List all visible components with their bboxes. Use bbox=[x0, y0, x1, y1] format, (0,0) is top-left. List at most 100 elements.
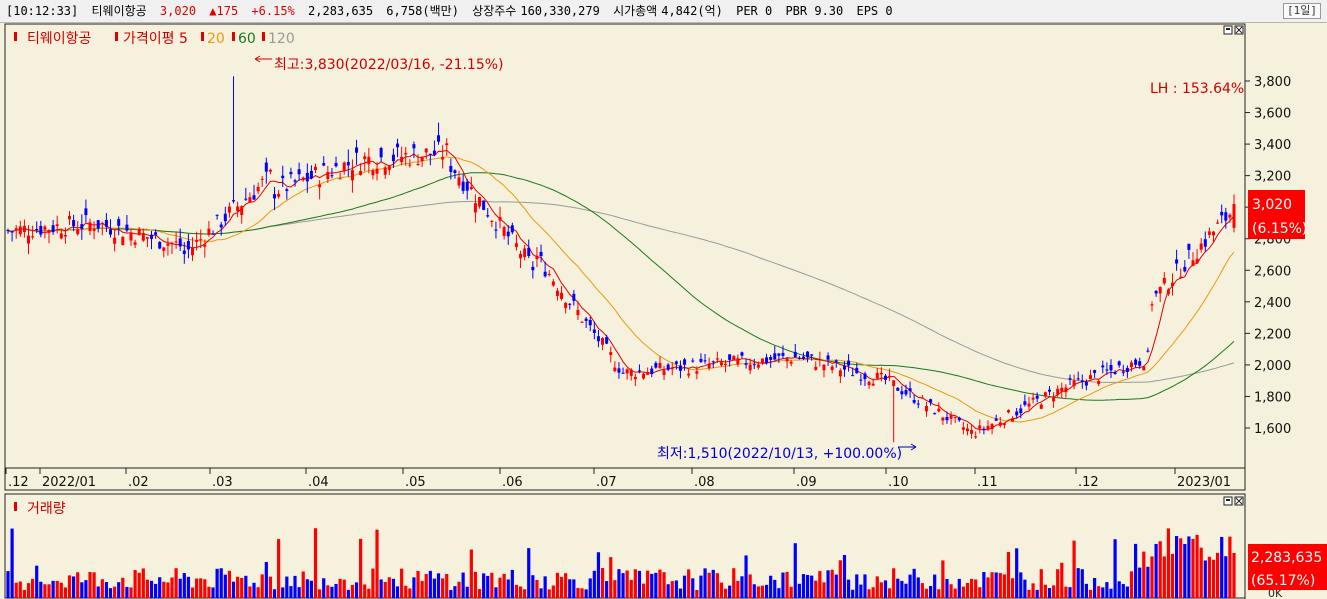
candle-body bbox=[974, 436, 978, 438]
volume-bar bbox=[178, 578, 182, 598]
candle-body bbox=[35, 229, 39, 231]
price-tick-label: 2,000 bbox=[1254, 359, 1291, 374]
candle-body bbox=[1056, 388, 1060, 395]
price-panel-controls[interactable] bbox=[1223, 25, 1244, 35]
candle-body bbox=[1146, 350, 1150, 352]
high-arrow-icon bbox=[254, 55, 272, 63]
volume-bar bbox=[1179, 538, 1183, 598]
candle-body bbox=[678, 365, 682, 371]
volume-bar bbox=[240, 577, 244, 598]
volume-bar bbox=[654, 572, 658, 598]
volume-bar bbox=[395, 586, 400, 598]
current-pct-label: (6.15%) bbox=[1252, 221, 1307, 237]
candle-body bbox=[186, 240, 190, 250]
candle-body bbox=[1043, 392, 1047, 397]
candle-body bbox=[305, 172, 309, 182]
candle-body bbox=[728, 354, 732, 360]
candle-body bbox=[469, 187, 473, 190]
volume-bar bbox=[219, 568, 223, 598]
volume-bar bbox=[855, 574, 859, 598]
volume-bar bbox=[92, 572, 96, 598]
volume-bars bbox=[6, 528, 1236, 598]
volume-bar bbox=[539, 588, 543, 598]
candle-body bbox=[613, 367, 617, 372]
volume-bar bbox=[805, 574, 810, 598]
volume-bar bbox=[125, 586, 129, 598]
candle-body bbox=[1117, 361, 1121, 366]
volume-bar bbox=[445, 573, 449, 598]
volume-bar bbox=[588, 578, 592, 598]
candle-body bbox=[1158, 286, 1162, 294]
volume-bar bbox=[670, 581, 674, 598]
candle-body bbox=[297, 169, 301, 175]
timeframe-button[interactable]: [1일] bbox=[1283, 3, 1321, 19]
volume-bar bbox=[978, 587, 982, 598]
volume-bar bbox=[10, 528, 14, 598]
candle-body bbox=[1191, 260, 1195, 266]
volume-bar bbox=[309, 580, 314, 598]
volume-bar bbox=[564, 573, 568, 598]
candle-body bbox=[453, 170, 457, 173]
time-tick-label: .12 bbox=[1078, 475, 1099, 490]
stock-name[interactable]: 티웨이항공 bbox=[91, 4, 147, 18]
candle-body bbox=[80, 224, 84, 229]
candle-body bbox=[842, 365, 846, 370]
volume-bar bbox=[469, 549, 473, 598]
candle-body bbox=[244, 198, 248, 200]
volume-bar bbox=[404, 585, 408, 598]
candle-body bbox=[1138, 361, 1142, 366]
stock-chart[interactable]: 3,8003,6003,4003,2003,0002,8002,6002,400… bbox=[0, 23, 1327, 599]
volume-bar bbox=[256, 587, 260, 598]
volume-bar bbox=[851, 589, 855, 598]
volume-bar bbox=[289, 586, 293, 598]
candle-body bbox=[703, 360, 707, 362]
volume-bar bbox=[39, 581, 43, 598]
volume-bar bbox=[436, 573, 441, 598]
candle-body bbox=[908, 388, 912, 392]
volume-bar bbox=[1105, 582, 1109, 598]
volume-bar bbox=[268, 576, 273, 598]
candle-body bbox=[883, 375, 887, 380]
volume-bar bbox=[543, 576, 547, 598]
candle-body bbox=[535, 255, 539, 260]
candle-body bbox=[248, 197, 252, 203]
time-tick-label: .08 bbox=[694, 475, 715, 490]
volume-bar bbox=[732, 568, 736, 598]
volume-bar bbox=[55, 580, 59, 598]
candle-body bbox=[539, 251, 543, 257]
volume-bar bbox=[1142, 551, 1146, 598]
volume-bar bbox=[473, 571, 478, 598]
volume-bar bbox=[559, 576, 564, 598]
candle-body bbox=[924, 406, 928, 412]
volume-bar bbox=[18, 581, 22, 598]
volume-value: 2,283,635 bbox=[308, 4, 374, 18]
candle-body bbox=[465, 181, 469, 191]
volume-bar bbox=[908, 574, 912, 598]
volume-bar bbox=[43, 584, 47, 598]
candle-body bbox=[580, 321, 584, 323]
candle-body bbox=[1162, 277, 1166, 284]
low-note: 최저:1,510(2022/10/13, +100.00%) bbox=[657, 446, 902, 462]
volume-bar bbox=[477, 589, 482, 598]
candle-body bbox=[350, 170, 354, 181]
volume-bar bbox=[80, 582, 84, 598]
volume-bar bbox=[1109, 588, 1113, 598]
candle-body bbox=[1199, 243, 1203, 250]
candle-body bbox=[806, 351, 810, 358]
candle-body bbox=[629, 369, 633, 376]
candle-body bbox=[736, 358, 740, 365]
volume-bar bbox=[994, 572, 998, 598]
volume-bar bbox=[1228, 536, 1232, 598]
candle-body bbox=[260, 178, 264, 180]
candle-body bbox=[1109, 364, 1113, 371]
candle-body bbox=[203, 244, 207, 247]
volume-bar bbox=[1019, 572, 1023, 598]
volume-bar bbox=[883, 580, 888, 598]
candle-body bbox=[55, 224, 59, 227]
candle-body bbox=[1220, 211, 1224, 216]
volume-bar bbox=[982, 571, 986, 598]
volume-bar bbox=[301, 571, 305, 598]
volume-bar bbox=[72, 576, 76, 598]
volume-bar bbox=[793, 543, 797, 598]
candle-body bbox=[359, 171, 363, 175]
